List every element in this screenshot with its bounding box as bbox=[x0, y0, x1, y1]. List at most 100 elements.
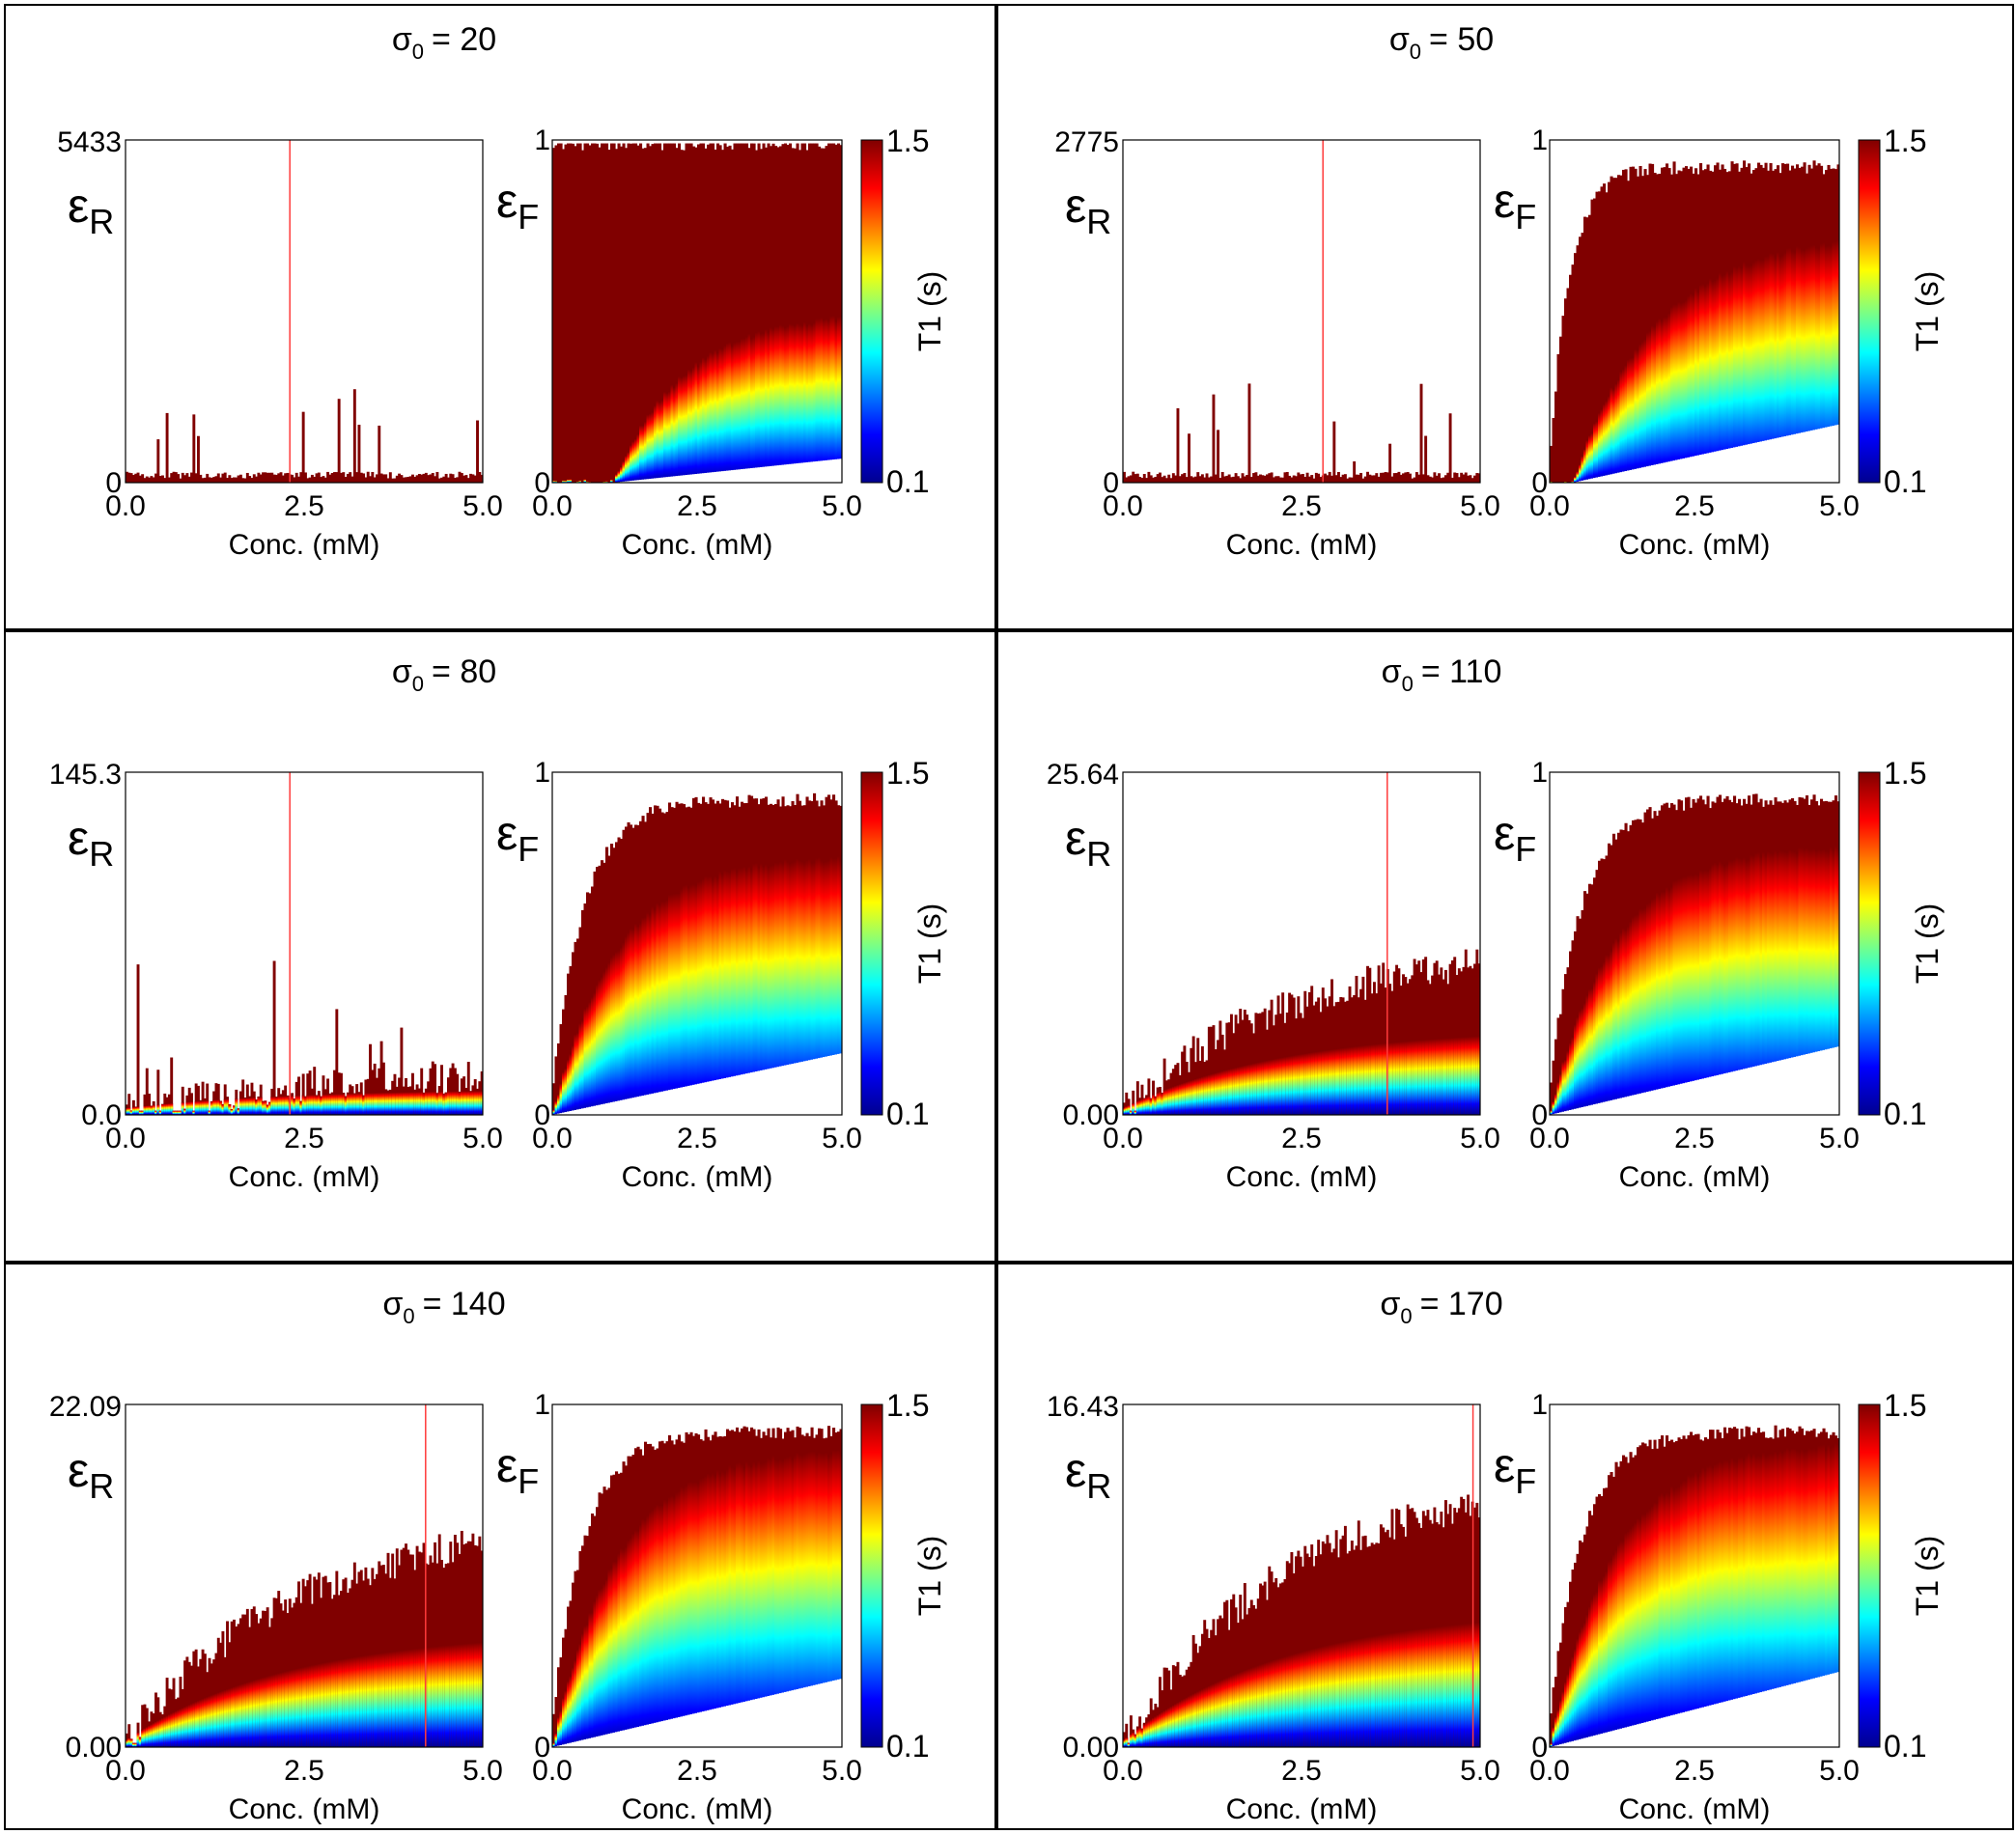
eps-r-bar-gradient bbox=[274, 1673, 278, 1747]
eps-f-floor bbox=[1810, 430, 1814, 483]
eps-r-bar-gradient bbox=[330, 1660, 334, 1747]
eps-r-bar bbox=[241, 478, 245, 483]
eps-f-floor bbox=[1769, 439, 1773, 483]
eps-f-xtick: 0.0 bbox=[1529, 490, 1570, 522]
eps-f-column bbox=[1605, 192, 1609, 483]
eps-f-column-gradient bbox=[1627, 1531, 1631, 1747]
eps-f-column-gradient bbox=[591, 996, 595, 1115]
eps-f-column-gradient bbox=[794, 861, 798, 1115]
eps-r-bar bbox=[158, 476, 162, 483]
eps-f-floor bbox=[707, 1709, 711, 1747]
eps-f-floor bbox=[1796, 1056, 1800, 1115]
eps-f-floor bbox=[687, 474, 691, 483]
eps-f-floor bbox=[1725, 1072, 1729, 1115]
eps-r-bar bbox=[340, 472, 343, 483]
eps-r-bar-gradient bbox=[1181, 1083, 1185, 1115]
eps-f-floor bbox=[1566, 1110, 1570, 1115]
eps-f-column-gradient bbox=[757, 867, 761, 1115]
eps-r-bar-gradient bbox=[1397, 1631, 1401, 1747]
eps-r-bar-gradient bbox=[326, 1661, 330, 1747]
eps-r-bar bbox=[301, 1578, 305, 1747]
eps-r-bar bbox=[1302, 473, 1304, 483]
eps-f-floor bbox=[712, 472, 715, 483]
eps-f-floor bbox=[726, 1706, 730, 1747]
title-value: = 80 bbox=[432, 653, 496, 690]
eps-r-bar-gradient bbox=[1440, 1626, 1443, 1747]
eps-f-floor bbox=[1690, 1709, 1694, 1747]
eps-f-column-gradient bbox=[651, 906, 655, 1115]
eps-r-bar bbox=[1453, 957, 1457, 1115]
eps-r-bar bbox=[221, 473, 225, 483]
eps-f-floor bbox=[834, 1680, 838, 1747]
eps-r-bar bbox=[1417, 474, 1421, 483]
eps-f-floor bbox=[837, 1679, 841, 1747]
eps-r-bar-gradient bbox=[1334, 1048, 1338, 1115]
eps-f-column-gradient bbox=[1801, 1449, 1805, 1747]
eps-r-bar-gradient bbox=[456, 1091, 460, 1115]
eps-r-bar-gradient bbox=[1138, 1727, 1142, 1747]
eps-f-column-gradient bbox=[1781, 1452, 1785, 1747]
eps-r-bar-gradient bbox=[241, 1098, 245, 1115]
eps-r-bar-gradient bbox=[437, 1646, 441, 1747]
eps-f-column-gradient bbox=[1595, 973, 1599, 1115]
eps-r-ylabel: εR bbox=[68, 179, 114, 241]
eps-r-bar bbox=[366, 471, 370, 483]
eps-r-bar-gradient bbox=[1328, 1049, 1331, 1115]
eps-f-column-gradient bbox=[586, 1624, 590, 1747]
eps-f-floor bbox=[612, 1732, 616, 1747]
eps-r-bar-gradient bbox=[420, 1092, 424, 1115]
eps-f-column-gradient bbox=[564, 1690, 568, 1747]
eps-f-floor bbox=[1812, 1678, 1816, 1747]
eps-r-bar-gradient bbox=[388, 1652, 392, 1747]
eps-r-bar-gradient bbox=[413, 1092, 417, 1115]
eps-f-floor bbox=[704, 472, 708, 483]
eps-f-floor bbox=[1738, 1070, 1742, 1115]
eps-f-floor bbox=[731, 1704, 735, 1747]
eps-r-bar-gradient bbox=[233, 1686, 236, 1747]
eps-f-floor bbox=[1643, 1092, 1647, 1115]
eps-r-bar-gradient bbox=[1317, 1647, 1321, 1747]
eps-r-bar bbox=[248, 476, 252, 483]
eps-f-column-gradient bbox=[837, 317, 841, 483]
eps-r-bar-gradient bbox=[379, 1653, 383, 1747]
eps-r-bar-gradient bbox=[138, 1737, 142, 1747]
eps-r-bar bbox=[1353, 461, 1357, 483]
eps-r-bar-gradient bbox=[1246, 1065, 1249, 1115]
eps-r-bar bbox=[1395, 1508, 1399, 1747]
eps-f-column-gradient bbox=[678, 376, 682, 483]
eps-f-floor bbox=[615, 1732, 619, 1747]
eps-r-bar-gradient bbox=[206, 1696, 210, 1747]
eps-r-bar-gradient bbox=[376, 1653, 378, 1747]
eps-f-column-gradient bbox=[552, 1742, 556, 1747]
eps-r-bar-gradient bbox=[362, 1655, 366, 1747]
eps-f-column-gradient bbox=[1745, 1455, 1749, 1747]
eps-f-floor bbox=[786, 1691, 790, 1747]
eps-r-bar bbox=[241, 1079, 245, 1115]
eps-f-column bbox=[683, 150, 686, 483]
eps-f-column-gradient bbox=[559, 1083, 563, 1115]
eps-r-bar bbox=[156, 439, 160, 483]
eps-r-bar bbox=[187, 1661, 191, 1747]
eps-f-column-gradient bbox=[605, 481, 609, 483]
eps-f-column-gradient bbox=[1614, 937, 1618, 1115]
eps-f-column-gradient bbox=[723, 1472, 727, 1747]
eps-f-floor bbox=[1777, 1687, 1780, 1747]
eps-r-bar bbox=[183, 475, 187, 483]
eps-f-floor bbox=[1692, 1709, 1695, 1747]
eps-f-column-gradient bbox=[728, 872, 732, 1115]
eps-f-column bbox=[1598, 191, 1602, 483]
eps-r-bar bbox=[434, 476, 437, 483]
eps-f-column-gradient bbox=[649, 914, 653, 1115]
eps-f-column-gradient bbox=[567, 1059, 571, 1115]
eps-f-floor bbox=[1801, 432, 1805, 483]
eps-r-bar bbox=[279, 472, 283, 483]
eps-r-bar-gradient bbox=[1225, 1677, 1229, 1747]
eps-f-column-gradient bbox=[750, 1465, 754, 1747]
eps-f-floor bbox=[658, 1092, 662, 1115]
panel-title: σ0 = 140 bbox=[382, 1286, 505, 1328]
eps-f-floor bbox=[1593, 1735, 1597, 1747]
eps-r-bar-gradient bbox=[1421, 1628, 1425, 1747]
eps-r-bar-gradient bbox=[1337, 1048, 1340, 1115]
eps-f-floor bbox=[1827, 1674, 1831, 1747]
